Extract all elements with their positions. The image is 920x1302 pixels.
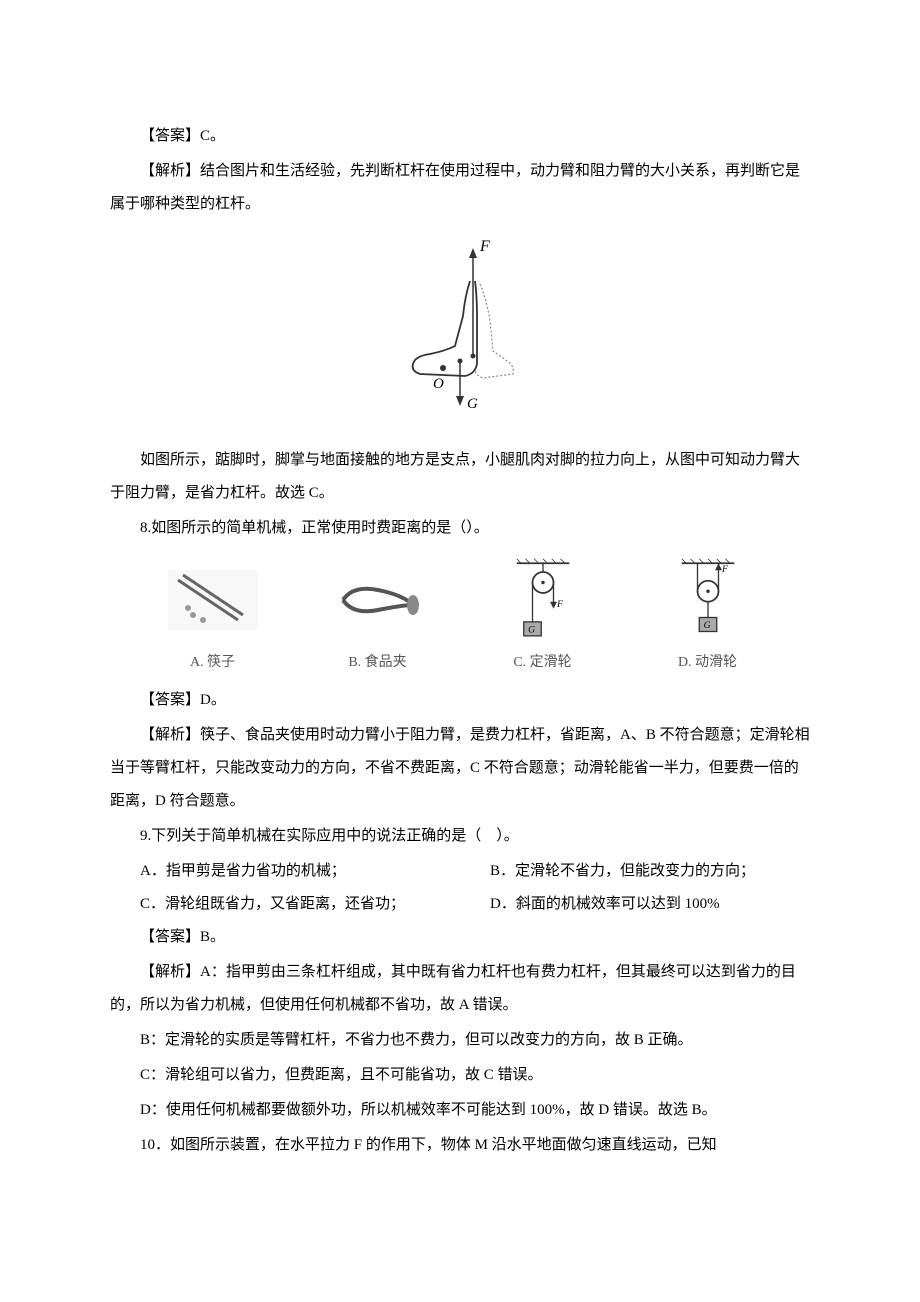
- q10-question: 10．如图所示装置，在水平拉力 F 的作用下，物体 M 沿水平地面做匀速直线运动…: [110, 1129, 810, 1162]
- foot-diagram-container: F O G: [110, 236, 810, 429]
- q8-answer: 【答案】D。: [110, 684, 810, 717]
- q9-option-c: C．滑轮组既省力，又省距离，还省功；: [110, 888, 460, 921]
- answer-7-analysis: 【解析】结合图片和生活经验，先判断杠杆在使用过程中，动力臂和阻力臂的大小关系，再…: [110, 155, 810, 221]
- option-a-container: A. 筷子: [163, 560, 263, 679]
- movable-pulley-image: F G: [658, 560, 758, 640]
- option-d-container: F G D. 动滑轮: [658, 560, 758, 679]
- option-b-label: B. 食品夹: [348, 648, 406, 679]
- option-c-label: C. 定滑轮: [513, 648, 571, 679]
- option-c-container: F G C. 定滑轮: [493, 560, 593, 679]
- post-diagram-text: 如图所示，踮脚时，脚掌与地面接触的地方是支点，小腿肌肉对脚的拉力向上，从图中可知…: [110, 444, 810, 510]
- food-tongs-image: [328, 560, 428, 640]
- gravity-label-g: G: [467, 396, 478, 412]
- svg-text:F: F: [556, 599, 563, 610]
- q9-options-ab: A．指甲剪是省力省功的机械； B．定滑轮不省力，但能改变力的方向；: [110, 855, 810, 888]
- foot-outline-dotted: [475, 284, 513, 378]
- q8-question: 8.如图所示的简单机械，正常使用时费距离的是（）。: [110, 512, 810, 545]
- option-a-label: A. 筷子: [190, 648, 235, 679]
- q9-options-cd: C．滑轮组既省力，又省距离，还省功； D．斜面的机械效率可以达到 100%: [110, 888, 810, 921]
- force-f-arrow-head: [469, 248, 477, 258]
- force-point: [471, 354, 476, 359]
- q9-option-a: A．指甲剪是省力省功的机械；: [110, 855, 460, 888]
- svg-text:G: G: [703, 620, 710, 631]
- q9-option-d: D．斜面的机械效率可以达到 100%: [460, 888, 810, 921]
- foot-outline-solid: [413, 281, 477, 376]
- chopsticks-image: [163, 560, 263, 640]
- q9-analysis-a: 【解析】A：指甲剪由三条杠杆组成，其中既有省力杠杆也有费力杠杆，但其最终可以达到…: [110, 956, 810, 1022]
- q8-analysis: 【解析】筷子、食品夹使用时动力臂小于阻力臂，是费力杠杆，省距离，A、B 不符合题…: [110, 719, 810, 818]
- fulcrum-label-o: O: [433, 376, 444, 392]
- answer-7-label: 【答案】C。: [110, 120, 810, 153]
- q9-question: 9.下列关于简单机械在实际应用中的说法正确的是（ ）。: [110, 820, 810, 853]
- option-b-container: B. 食品夹: [328, 560, 428, 679]
- q9-analysis-c: C：滑轮组可以省力，但费距离，且不可能省功，故 C 错误。: [110, 1059, 810, 1092]
- force-f-label: F: [479, 238, 490, 255]
- svg-text:G: G: [528, 624, 535, 635]
- svg-text:F: F: [721, 564, 728, 575]
- q9-option-b: B．定滑轮不省力，但能改变力的方向；: [460, 855, 810, 888]
- q9-analysis-b: B：定滑轮的实质是等臂杠杆，不省力也不费力，但可以改变力的方向，故 B 正确。: [110, 1024, 810, 1057]
- q8-options-row: A. 筷子 B. 食品夹: [110, 560, 810, 679]
- option-d-label: D. 动滑轮: [678, 648, 737, 679]
- foot-lever-diagram: F O G: [395, 236, 525, 416]
- q9-analysis-d: D：使用任何机械都要做额外功，所以机械效率不可能达到 100%，故 D 错误。故…: [110, 1094, 810, 1127]
- fixed-pulley-image: F G: [493, 560, 593, 640]
- q9-answer: 【答案】B。: [110, 921, 810, 954]
- gravity-arrow-head: [456, 396, 464, 406]
- gravity-point: [458, 359, 463, 364]
- fulcrum-point-o: [440, 365, 446, 371]
